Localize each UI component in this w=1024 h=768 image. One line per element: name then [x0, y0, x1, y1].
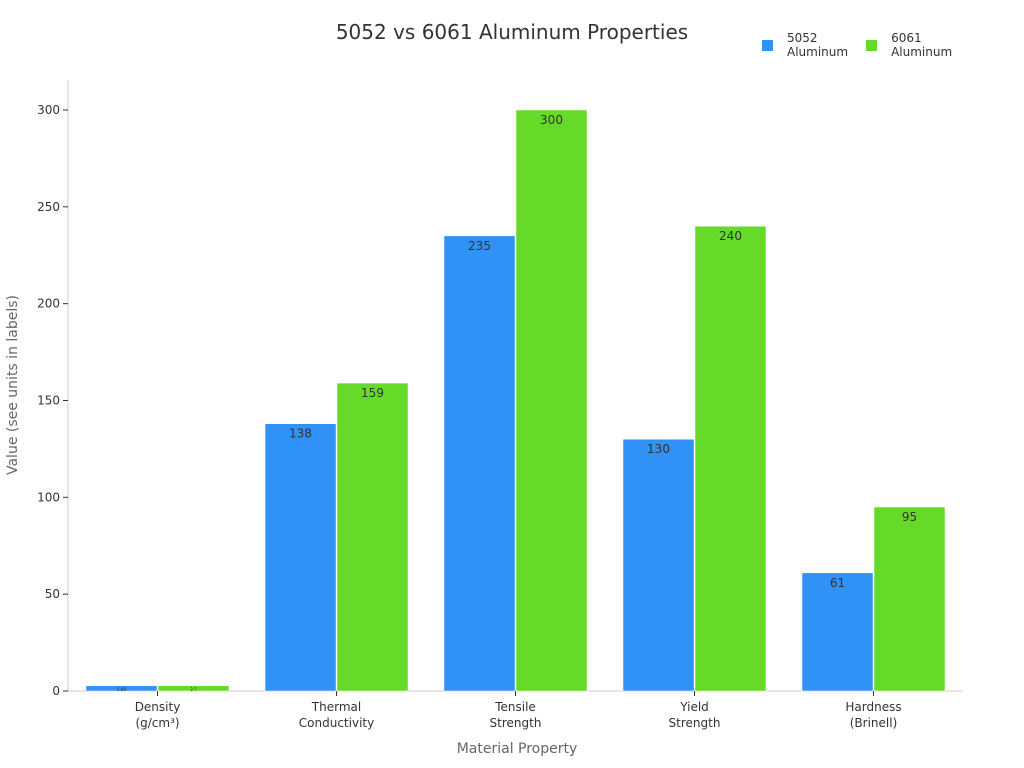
- bar-value-label: 240: [719, 229, 742, 243]
- x-tick-label: Strength: [490, 716, 542, 730]
- y-tick-label: 0: [52, 684, 60, 698]
- bar-6061-0[interactable]: [157, 685, 230, 692]
- bar-6061-4[interactable]: [873, 506, 946, 692]
- bar-value-label: 95: [902, 510, 917, 524]
- legend-swatch-6061: [866, 39, 878, 51]
- x-tick-label: Conductivity: [299, 716, 374, 730]
- x-tick-label: (g/cm³): [135, 716, 179, 730]
- bar-value-label: 300: [540, 113, 563, 127]
- bar-6061-1[interactable]: [336, 382, 409, 692]
- bar-6061-3[interactable]: [694, 225, 767, 692]
- legend-item-5052[interactable]: 5052 Aluminum: [762, 31, 848, 59]
- y-tick-label: 250: [37, 200, 60, 214]
- x-tick-label: Density: [135, 700, 181, 714]
- x-tick-label: Yield: [679, 700, 709, 714]
- y-tick-label: 50: [45, 587, 60, 601]
- bar-value-label: 235: [468, 239, 491, 253]
- legend-label-5052: 5052 Aluminum: [787, 31, 849, 59]
- x-tick-label: (Brinell): [850, 716, 898, 730]
- chart-title: 5052 vs 6061 Aluminum Properties: [335, 20, 689, 44]
- bar-5052-2[interactable]: [443, 235, 516, 692]
- bar-value-label: 159: [361, 386, 384, 400]
- x-tick-label: Strength: [669, 716, 721, 730]
- bar-value-label: 61: [830, 576, 845, 590]
- bar-6061-2[interactable]: [515, 109, 588, 692]
- y-tick-label: 150: [37, 394, 60, 408]
- bar-5052-0[interactable]: [85, 685, 158, 692]
- bar-value-label: 130: [647, 442, 670, 456]
- y-tick-label: 200: [37, 297, 60, 311]
- y-tick-label: 100: [37, 490, 60, 504]
- y-tick-label: 300: [37, 103, 60, 117]
- x-tick-label: Hardness: [845, 700, 901, 714]
- bar-5052-3[interactable]: [622, 438, 695, 692]
- x-tick-label: Tensile: [494, 700, 536, 714]
- bar-5052-4[interactable]: [801, 572, 874, 692]
- bar-value-label: 2.7: [190, 687, 197, 692]
- legend-item-6061[interactable]: 6061 Aluminum: [866, 31, 952, 59]
- x-axis-label: Material Property: [456, 741, 578, 757]
- bar-value-label: 138: [289, 427, 312, 441]
- legend-label-6061: 6061 Aluminum: [891, 31, 953, 59]
- legend: 5052 Aluminum 6061 Aluminum: [762, 31, 952, 59]
- legend-swatch-5052: [762, 39, 773, 51]
- bar-5052-1[interactable]: [264, 423, 337, 692]
- bar-value-label: 2.68: [117, 687, 126, 692]
- x-tick-label: Thermal: [311, 700, 361, 714]
